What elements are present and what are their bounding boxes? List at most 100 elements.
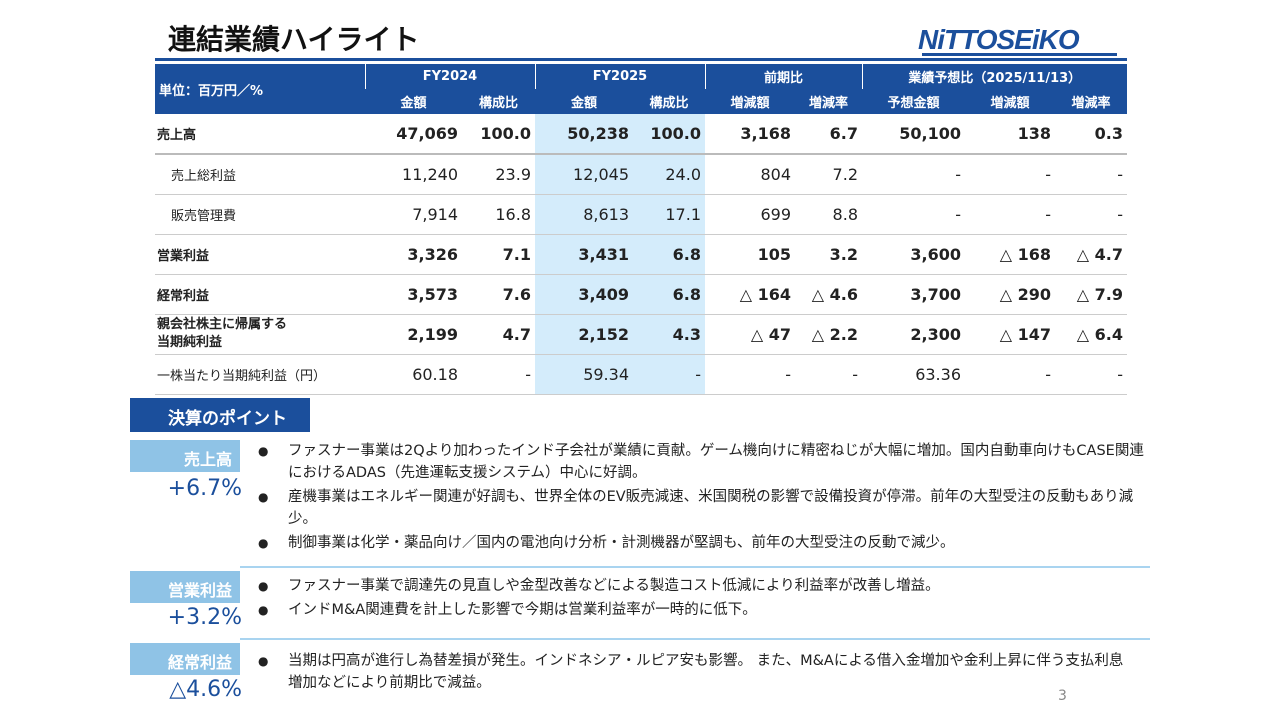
table-cell: △ 4.7 xyxy=(1055,234,1127,275)
logo-underline xyxy=(922,53,1117,56)
table-cell: △ 290 xyxy=(965,274,1055,315)
table-cell: △ 168 xyxy=(965,234,1055,275)
row-label: 経常利益 xyxy=(155,274,365,315)
table-row: 売上総利益 11,240 23.9 12,045 24.0 804 7.2- - - xyxy=(155,154,1127,195)
table-cell: 23.9 xyxy=(462,154,535,195)
table-cell: 2,199 xyxy=(365,314,462,355)
table-cell: 4.7 xyxy=(462,314,535,355)
title-underline xyxy=(155,58,1127,61)
table-cell: 7.2 xyxy=(795,154,862,195)
table-cell: 17.1 xyxy=(633,194,705,235)
table-cell: - xyxy=(965,354,1055,395)
table-row: 経常利益 3,573 7.6 3,409 6.8 △ 164 △ 4.6 3,700 △ 290… xyxy=(155,274,1127,315)
table-row: 売上高 47,069 100.0 50,238 100.0 3,168 6.7 50,100 1… xyxy=(155,114,1127,155)
table-cell: 6.8 xyxy=(633,234,705,275)
point-label: 売上高 xyxy=(130,440,240,472)
group-header: 前期比 xyxy=(704,64,862,89)
table-cell: 3,326 xyxy=(365,234,462,275)
point-label: 営業利益 xyxy=(130,571,240,603)
table-cell: 138 xyxy=(965,114,1055,155)
table-cell: 50,238 xyxy=(535,114,633,155)
table-cell: 11,240 xyxy=(365,154,462,195)
table-cell: - xyxy=(462,354,535,395)
column-header: 金額 xyxy=(365,89,462,114)
table-cell: 47,069 xyxy=(365,114,462,155)
point-value: +3.2% xyxy=(167,605,242,630)
table-cell: 24.0 xyxy=(633,154,705,195)
table-cell: 3,700 xyxy=(862,274,965,315)
section-title: 決算のポイント xyxy=(130,398,310,432)
table-cell: 699 xyxy=(705,194,795,235)
table-cell: 8,613 xyxy=(535,194,633,235)
table-cell: - xyxy=(1055,194,1127,235)
table-cell: △ 7.9 xyxy=(1055,274,1127,315)
bullet-item: 制御事業は化学・薬品向け／国内の電池向け分析・計測機器が堅調も、前年の大型受注の… xyxy=(258,532,1148,554)
row-label: 営業利益 xyxy=(155,234,365,275)
table-cell: 6.8 xyxy=(633,274,705,315)
table-cell: 63.36 xyxy=(862,354,965,395)
table-cell: 59.34 xyxy=(535,354,633,395)
group-header: FY2025 xyxy=(534,64,705,89)
column-header: 増減率 xyxy=(795,89,862,114)
table-cell: 100.0 xyxy=(633,114,705,155)
table-cell: 7.1 xyxy=(462,234,535,275)
table-cell: 3.2 xyxy=(795,234,862,275)
table-cell: 7,914 xyxy=(365,194,462,235)
table-cell: 0.3 xyxy=(1055,114,1127,155)
results-table: 単位：百万円／% FY2024 FY2025 前期比 業績予想比（2025/11… xyxy=(155,64,1127,395)
table-cell: 8.8 xyxy=(795,194,862,235)
table-cell: △ 4.6 xyxy=(795,274,862,315)
bullet-item: 当期は円高が進行し為替差損が発生。インドネシア・ルピア安も影響。 また、M&Aに… xyxy=(258,650,1128,694)
table-cell: 7.6 xyxy=(462,274,535,315)
column-header: 増減額 xyxy=(705,89,795,114)
table-cell: - xyxy=(862,194,965,235)
bullet-list: ファスナー事業で調達先の見直しや金型改善などによる製造コスト低減により利益率が改… xyxy=(258,575,1148,623)
page-number: 3 xyxy=(1058,688,1067,704)
table-cell: 50,100 xyxy=(862,114,965,155)
table-cell: - xyxy=(1055,354,1127,395)
table-cell: 105 xyxy=(705,234,795,275)
bullet-item: ファスナー事業は2Qより加わったインド子会社が業績に貢献。ゲーム機向けに精密ねじ… xyxy=(258,440,1148,484)
row-label-line: 当期純利益 xyxy=(157,335,223,350)
column-header: 予想金額 xyxy=(862,89,965,114)
table-cell: 3,168 xyxy=(705,114,795,155)
bullet-item: インドM&A関連費を計上した影響で今期は営業利益率が一時的に低下。 xyxy=(258,599,1148,621)
row-label: 販売管理費 xyxy=(155,194,365,235)
page-title: 連結業績ハイライト xyxy=(168,23,420,56)
table-cell: - xyxy=(965,154,1055,195)
table-row: 親会社株主に帰属する 当期純利益 2,199 4.7 2,152 4.3 △ 47 △ 2.2… xyxy=(155,314,1127,355)
group-header: FY2024 xyxy=(364,64,535,89)
table-cell: 804 xyxy=(705,154,795,195)
table-cell: △ 47 xyxy=(705,314,795,355)
table-cell: △ 6.4 xyxy=(1055,314,1127,355)
table-cell: 12,045 xyxy=(535,154,633,195)
table-cell: 2,152 xyxy=(535,314,633,355)
column-header: 金額 xyxy=(535,89,633,114)
divider xyxy=(240,638,1150,640)
bullet-list: ファスナー事業は2Qより加わったインド子会社が業績に貢献。ゲーム機向けに精密ねじ… xyxy=(258,440,1148,556)
bullet-item: 産機事業はエネルギー関連が好調も、世界全体のEV販売減速、米国関税の影響で設備投… xyxy=(258,486,1148,530)
table-cell: △ 2.2 xyxy=(795,314,862,355)
bullet-item: ファスナー事業で調達先の見直しや金型改善などによる製造コスト低減により利益率が改… xyxy=(258,575,1148,597)
point-value: +6.7% xyxy=(167,476,242,501)
table-cell: 60.18 xyxy=(365,354,462,395)
table-cell: 16.8 xyxy=(462,194,535,235)
row-label: 一株当たり当期純利益（円） xyxy=(155,354,365,395)
table-cell: 2,300 xyxy=(862,314,965,355)
row-label: 売上高 xyxy=(155,114,365,155)
table-cell: - xyxy=(1055,154,1127,195)
table-row: 一株当たり当期純利益（円） 60.18-59.34- - -63.36- - xyxy=(155,354,1127,395)
row-label-line: 親会社株主に帰属する xyxy=(157,317,288,332)
bullet-list: 当期は円高が進行し為替差損が発生。インドネシア・ルピア安も影響。 また、M&Aに… xyxy=(258,650,1128,696)
table-cell: - xyxy=(862,154,965,195)
divider xyxy=(240,566,1150,568)
table-cell: △ 147 xyxy=(965,314,1055,355)
table-cell: 3,431 xyxy=(535,234,633,275)
table-cell: 3,600 xyxy=(862,234,965,275)
unit-header: 単位：百万円／% xyxy=(155,64,365,114)
column-header: 構成比 xyxy=(462,89,535,114)
table-cell: - xyxy=(705,354,795,395)
table-cell: 4.3 xyxy=(633,314,705,355)
point-value: △4.6% xyxy=(169,677,242,702)
table-cell: - xyxy=(795,354,862,395)
